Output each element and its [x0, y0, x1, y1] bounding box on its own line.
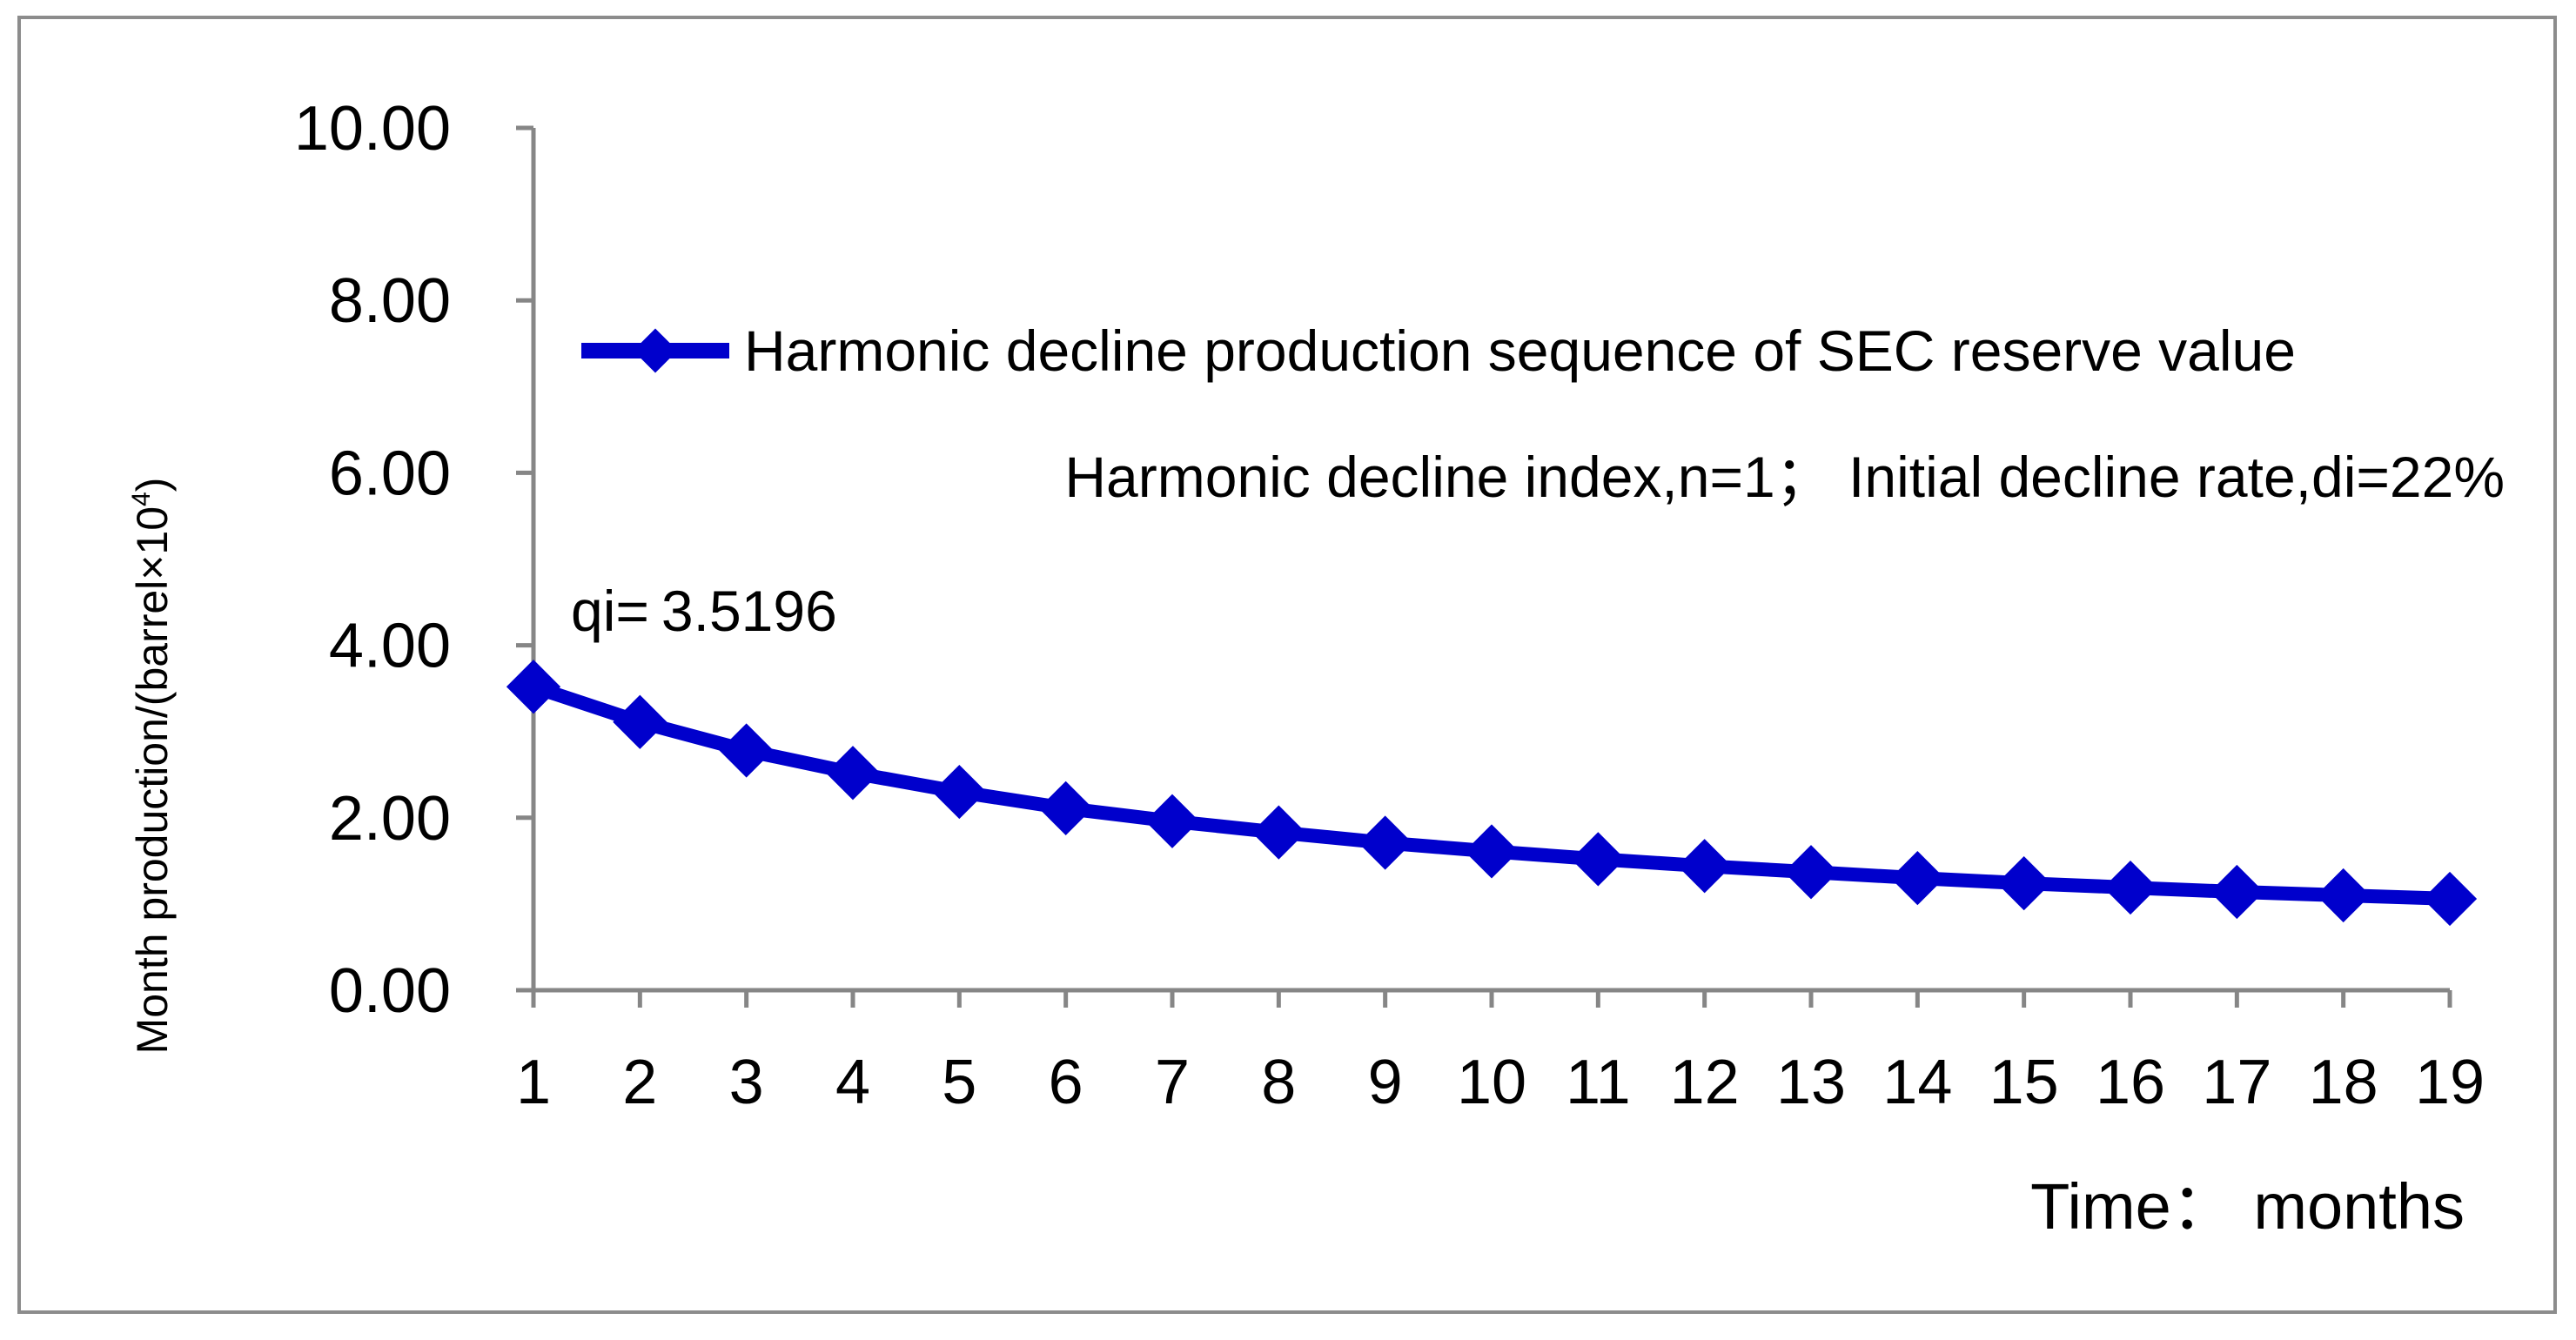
qi-annotation: qi= 3.5196 — [571, 579, 837, 643]
decline-params-annotation: Harmonic decline index,n=1； Initial decl… — [1064, 445, 2505, 509]
chart-frame — [17, 16, 2557, 1314]
y-axis-title: Month production/(barrel×104) — [127, 478, 177, 1055]
x-tick-label: 17 — [2202, 1048, 2271, 1117]
y-tick-label: 2.00 — [329, 784, 451, 854]
x-tick-label: 3 — [729, 1048, 764, 1117]
x-tick-label: 8 — [1261, 1048, 1296, 1117]
x-axis-ticks: 1 2 3 4 5 6 7 8 9 10 11 12 13 14 15 16 17 18 19 — [516, 990, 2485, 1117]
x-tick-label: 2 — [622, 1048, 657, 1117]
x-tick-label: 16 — [2096, 1048, 2165, 1117]
y-tick-label: 4.00 — [329, 612, 451, 681]
data-point-marker — [1571, 832, 1626, 887]
data-point-marker — [2103, 860, 2158, 915]
data-point-marker — [506, 660, 561, 714]
qi-value: 3.5196 — [661, 579, 837, 643]
qi-label: qi= — [571, 579, 649, 643]
y-tick-label: 0.00 — [329, 956, 451, 1026]
data-point-marker — [932, 764, 987, 820]
data-point-marker — [1038, 781, 1093, 836]
x-axis-title: Time： months — [2030, 1170, 2465, 1243]
x-tick-label: 10 — [1457, 1048, 1526, 1117]
x-tick-label: 19 — [2415, 1048, 2485, 1117]
data-point-marker — [1677, 839, 1732, 894]
x-tick-label: 9 — [1368, 1048, 1403, 1117]
x-tick-label: 12 — [1670, 1048, 1740, 1117]
x-tick-label: 1 — [516, 1048, 551, 1117]
x-tick-label: 7 — [1155, 1048, 1190, 1117]
x-tick-label: 15 — [1989, 1048, 2059, 1117]
y-axis-ticks: 0.00 2.00 4.00 6.00 8.00 10.00 — [294, 94, 533, 1026]
data-point-marker — [1251, 805, 1306, 860]
legend-marker-swatch — [633, 328, 678, 373]
data-point-marker — [719, 723, 774, 778]
x-tick-label: 5 — [942, 1048, 976, 1117]
x-tick-label: 18 — [2309, 1048, 2378, 1117]
data-point-marker — [613, 694, 667, 749]
y-tick-label: 6.00 — [329, 439, 451, 508]
data-point-marker — [1144, 794, 1200, 848]
x-tick-label: 11 — [1566, 1048, 1631, 1117]
x-tick-label: 6 — [1049, 1048, 1083, 1117]
data-point-marker — [1464, 824, 1519, 879]
legend-label: Harmonic decline production sequence of … — [744, 318, 2296, 383]
data-point-marker — [825, 746, 881, 801]
x-tick-label: 14 — [1882, 1048, 1952, 1117]
legend: Harmonic decline production sequence of … — [581, 318, 2296, 383]
x-tick-label: 13 — [1776, 1048, 1846, 1117]
y-tick-label: 8.00 — [329, 266, 451, 336]
y-tick-label: 10.00 — [294, 94, 451, 164]
x-tick-label: 4 — [835, 1048, 870, 1117]
data-point-marker — [1358, 815, 1412, 870]
